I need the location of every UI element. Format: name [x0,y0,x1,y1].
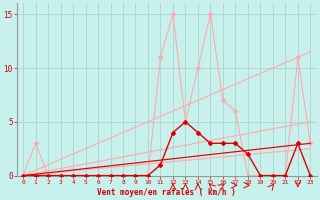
X-axis label: Vent moyen/en rafales ( km/h ): Vent moyen/en rafales ( km/h ) [97,188,236,197]
